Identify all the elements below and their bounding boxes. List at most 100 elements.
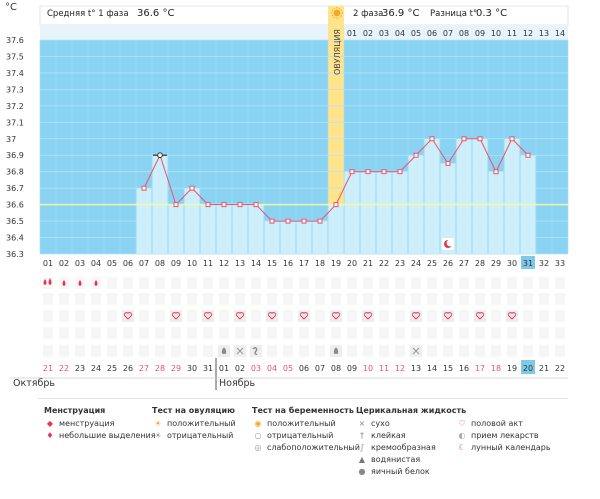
marker-cell [187,327,197,339]
phase2-day-label: 05 [411,29,421,38]
calendar-date: 19 [507,364,517,373]
marker-cell [91,310,101,322]
temperature-point [429,136,435,142]
marker-cell [459,277,469,289]
y-tick-label: 37.3 [6,85,24,94]
marker-cell [443,277,453,289]
temperature-bar [328,204,344,255]
calendar-date: 29 [171,364,181,373]
legend-group-title: Тест на беременность [252,406,354,415]
y-tick-label: 36.6 [6,201,24,210]
marker-cell [187,293,197,305]
cycle-day-label: 30 [507,259,517,268]
temperature-point [141,185,147,191]
marker-cell [123,277,133,289]
calendar-date: 30 [187,364,197,373]
calendar-date: 05 [283,364,293,373]
pregnancy-weak-icon: ◎ [254,443,262,452]
legend-item: ▲ водянистая [356,454,466,466]
cycle-day-label: 32 [539,259,549,268]
temperature-bar [216,204,232,255]
marker-cell [555,327,565,339]
calendar-date: 21 [539,364,549,373]
temperature-point [509,136,515,142]
calendar-date: 27 [139,364,149,373]
sun-negative-icon: ☀ [154,431,162,440]
legend-item-label: яичный белок [371,467,430,476]
marker-cell [75,345,85,357]
legend-item-label: лунный календарь [471,443,551,452]
marker-cell [203,345,213,357]
cycle-day-label: 11 [203,259,213,268]
cycle-day-label: 29 [491,259,501,268]
marker-cell [395,345,405,357]
marker-cell [43,327,53,339]
heart-cell [474,310,486,322]
marker-cell [443,345,453,357]
eggwhite-icon: ● [358,467,366,476]
phase2-day-label: 10 [491,29,501,38]
marker-cell [123,327,133,339]
calendar-date: 13 [411,364,421,373]
calendar-date: 28 [155,364,165,373]
marker-cell [347,310,357,322]
calendar-date: 23 [75,364,85,373]
marker-cell [491,310,501,322]
y-tick-label: 36.5 [6,217,24,226]
marker-cell [251,293,261,305]
legend-group: Церикальная жидкость × сухо † клейкая ∫ кремоо… [356,405,466,478]
marker-cell [171,277,181,289]
marker-cell [299,293,309,305]
calendar-date: 02 [235,364,245,373]
dry-icon [412,347,420,355]
cycle-day-label: 20 [347,259,357,268]
pregnancy-negative-icon: ○ [254,431,262,440]
marker-cell [443,327,453,339]
temperature-bar [136,187,152,255]
small-drop-icon [94,280,98,286]
cycle-day-label: 17 [299,259,309,268]
marker-cell [347,277,357,289]
phase2-day-label: 12 [523,29,533,38]
heart-icon [267,312,277,320]
marker-cell [459,293,469,305]
marker-cell [379,277,389,289]
calendar-date: 01 [219,364,229,373]
temperature-point [269,218,275,224]
temperature-bar [248,204,264,255]
marker-cell [267,293,277,305]
temperature-point [365,169,371,175]
marker-cell [91,345,101,357]
marker-cell [139,345,149,357]
legend-item: ☾ лунный календарь [456,442,551,454]
marker-cell [299,345,309,357]
calendar-date: 12 [395,364,405,373]
phase2-day-label: 04 [395,29,405,38]
calendar-date: 22 [59,364,69,373]
current-day-highlight [521,256,535,269]
marker-cell [107,345,117,357]
small-drop-icon [78,280,82,286]
legend-item: † клейкая [356,430,466,442]
watery-icon: ▲ [358,455,366,464]
temperature-bar [344,171,360,255]
legend-group: Тест на беременность ◉ положительный ○ отриц… [252,405,360,454]
heart-icon [171,312,181,320]
heart-icon [331,312,341,320]
marker-cell [251,277,261,289]
marker-cell [283,345,293,357]
temperature-bar [232,204,248,255]
cycle-day-label: 26 [443,259,453,268]
heart-icon [203,312,213,320]
cycle-day-label: 19 [331,259,341,268]
marker-cell [43,310,53,322]
marker-cell [331,327,341,339]
marker-cell [443,293,453,305]
temperature-point [333,202,339,208]
phase2-day-label: 01 [347,29,357,38]
marker-cell [283,327,293,339]
marker-cell [107,293,117,305]
marker-cell [171,293,181,305]
marker-cell [427,293,437,305]
phase2-day-row [40,25,568,40]
